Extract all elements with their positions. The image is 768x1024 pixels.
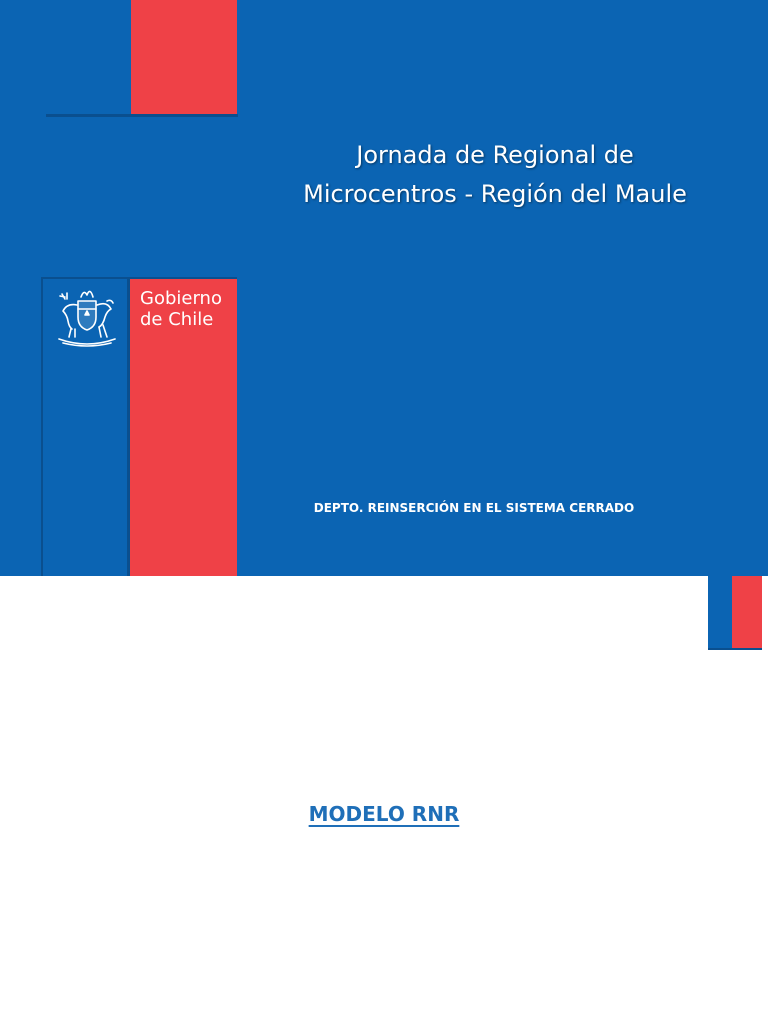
title-line-2: Microcentros - Región del Maule xyxy=(303,180,687,208)
chile-coat-of-arms-icon xyxy=(58,290,116,347)
section-heading-text: MODELO RNR xyxy=(308,802,460,826)
title-slide: Jornada de Regional de Microcentros - Re… xyxy=(0,0,768,576)
title-line-1: Jornada de Regional de xyxy=(356,141,634,169)
logo-text: Gobierno de Chile xyxy=(140,288,222,330)
logo-text-line-1: Gobierno xyxy=(140,288,222,309)
top-divider-line xyxy=(46,114,238,117)
logo-red-panel xyxy=(130,279,237,576)
logo-divider xyxy=(127,279,130,576)
corner-flag-blue xyxy=(708,576,732,648)
content-slide: MODELO RNR xyxy=(0,576,768,1024)
logo-frame xyxy=(41,277,237,576)
gobierno-de-chile-logo: Gobierno de Chile xyxy=(41,277,237,576)
corner-flag-decoration xyxy=(708,576,762,650)
logo-text-line-2: de Chile xyxy=(140,309,214,330)
department-subtitle: DEPTO. REINSERCIÓN EN EL SISTEMA CERRADO xyxy=(313,501,635,515)
logo-blue-panel xyxy=(43,279,129,576)
slide-title: Jornada de Regional de Microcentros - Re… xyxy=(250,136,740,214)
section-heading: MODELO RNR xyxy=(0,802,768,826)
corner-flag-line xyxy=(708,648,762,650)
corner-flag-red xyxy=(732,576,762,648)
top-red-bar xyxy=(131,0,237,114)
